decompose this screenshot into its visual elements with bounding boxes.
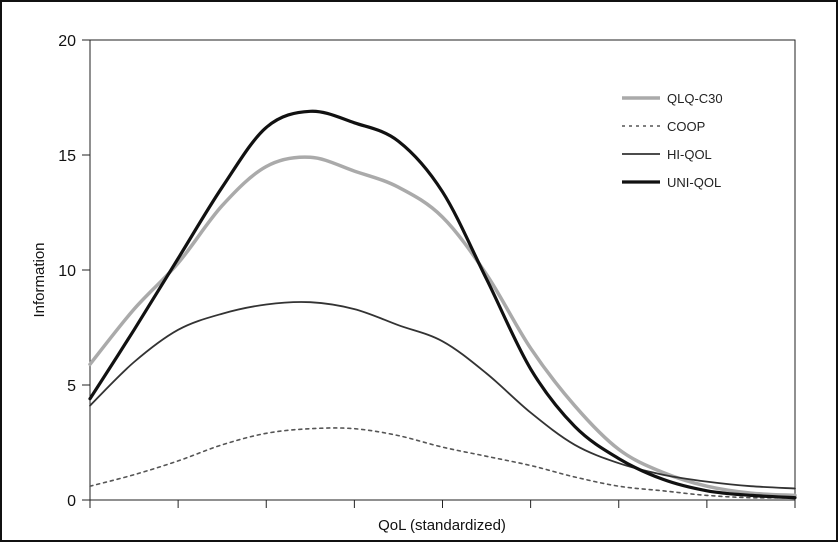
series-layer	[88, 109, 797, 500]
y-axis: 0 5 10 15 20	[58, 33, 90, 510]
y-axis-title: Information	[31, 242, 48, 317]
x-axis-title: QoL (standardized)	[378, 517, 506, 534]
series-line-qlq-c30	[88, 155, 797, 498]
plot-area	[89, 39, 796, 501]
legend-label: COOP	[667, 119, 705, 134]
y-tick-label: 5	[67, 378, 76, 395]
y-tick-label: 20	[58, 33, 76, 50]
y-tick-label: 15	[58, 148, 76, 165]
legend-label: UNI-QOL	[667, 175, 721, 190]
series-line-hi-qol	[89, 301, 796, 490]
y-tick-label: 10	[58, 263, 76, 280]
legend: QLQ-C30 COOP HI-QOL UNI-QOL	[622, 91, 723, 190]
legend-label: HI-QOL	[667, 147, 712, 162]
y-tick-label: 0	[67, 493, 76, 510]
series-line-uni-qol	[88, 109, 797, 500]
x-axis	[89, 500, 796, 508]
legend-label: QLQ-C30	[667, 91, 723, 106]
